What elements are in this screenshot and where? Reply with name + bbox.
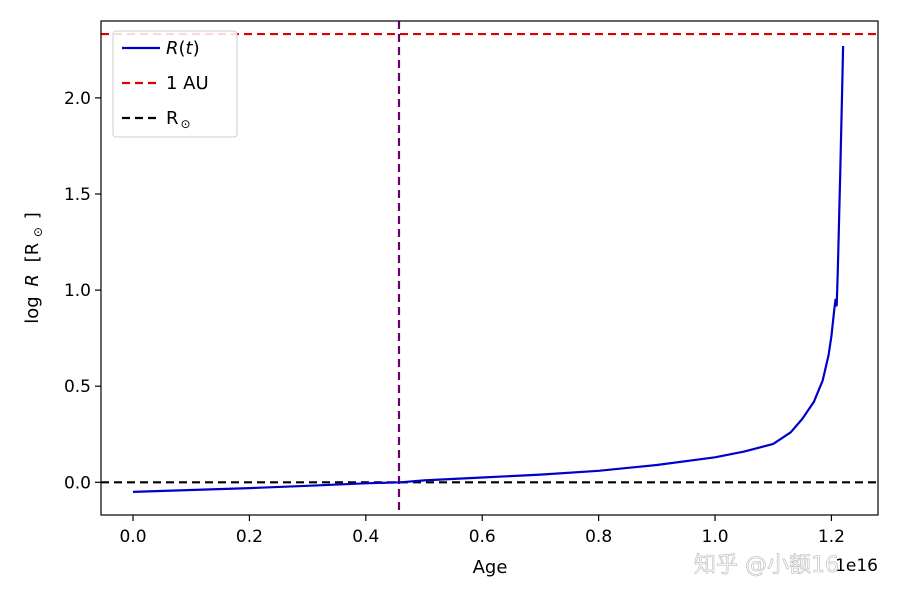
legend-entry: 1 AU: [166, 73, 209, 94]
plot-marks: [101, 21, 878, 515]
legend-entry-rt-t: t: [186, 38, 194, 59]
y-tick-label: 0.0: [64, 473, 91, 493]
legend-entry-sub: ⊙: [181, 117, 191, 131]
watermark: 知乎 @小额16: [694, 553, 839, 578]
legend-entry-rt-close: ): [193, 38, 200, 59]
y-axis-label-unit-sub: ⊙: [31, 227, 45, 237]
y-tick-label: 1.5: [64, 185, 91, 205]
x-axis-offset-text: 1e16: [835, 556, 878, 576]
y-axis-label-unit-close: ]: [22, 212, 43, 219]
x-tick-label: 1.2: [818, 527, 845, 547]
legend-entry: R ⊙: [166, 108, 191, 131]
y-tick-label: 1.0: [64, 281, 91, 301]
series-line-rt: [132, 45, 845, 493]
legend-entry-rt-paren: (: [179, 38, 186, 59]
x-tick-label: 1.0: [702, 527, 729, 547]
y-axis-label: log R [R ⊙ ]: [22, 212, 47, 324]
x-tick-label: 0.0: [119, 527, 146, 547]
plot-frame: [100, 20, 879, 516]
x-tick-label: 0.6: [469, 527, 496, 547]
legend-box: [112, 30, 238, 138]
legend-entry: R(t): [166, 38, 200, 59]
y-tick-label: 0.5: [64, 377, 91, 397]
x-tick-label: 0.2: [236, 527, 263, 547]
x-tick-label: 0.4: [352, 527, 379, 547]
y-tick-label: 2.0: [64, 89, 91, 109]
x-tick-label: 0.8: [585, 527, 612, 547]
x-axis-label: Age: [473, 557, 508, 578]
y-axis-label-log: log: [22, 296, 43, 323]
y-axis-label-var: R: [22, 274, 43, 287]
legend-entry-rt-R: R: [166, 38, 179, 59]
legend-entry-text: R: [166, 108, 179, 129]
y-axis-label-unit: [R: [22, 243, 43, 263]
axes: 0.0 0.2 0.4 0.6 0.8 1.0 1.2 0.0 0.5 1.0 1.5 2.0: [64, 20, 879, 547]
legend: R(t)1 AUR ⊙: [112, 30, 238, 138]
